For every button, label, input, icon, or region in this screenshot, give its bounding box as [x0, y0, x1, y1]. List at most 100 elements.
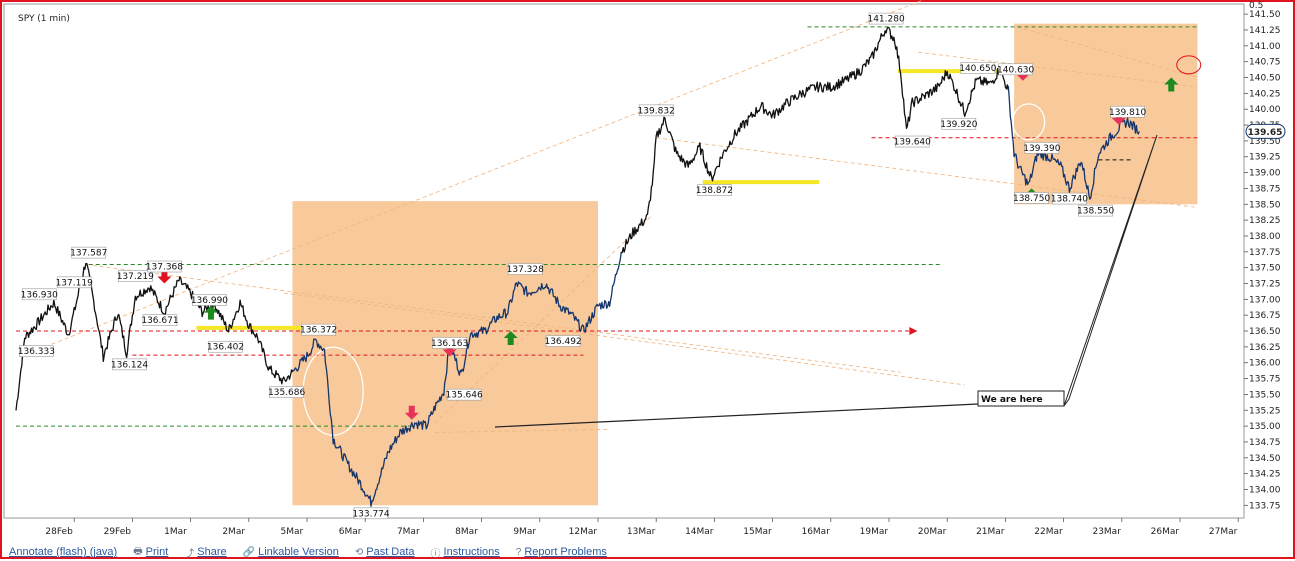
- y-tick-label: 140.25: [1249, 89, 1281, 99]
- y-tick-label: 138.50: [1249, 200, 1281, 210]
- price-label: 141.280: [867, 15, 904, 25]
- x-tick-label: 13Mar: [627, 527, 656, 537]
- y-tick-label: 140.50: [1249, 74, 1281, 84]
- y-tick-label: 139.00: [1249, 169, 1281, 179]
- callout-box: [977, 390, 1065, 407]
- x-tick-label: 26Mar: [1151, 527, 1180, 537]
- x-tick-label: 5Mar: [281, 527, 304, 537]
- annotate-link[interactable]: Annotate (flash) (java): [6, 546, 117, 558]
- price-label: 139.640: [894, 138, 931, 148]
- trendline: [918, 51, 1198, 88]
- linkable-version-link-label: Linkable Version: [258, 546, 339, 558]
- price-label-box: [71, 246, 107, 259]
- last-price-value: 139.65: [1248, 128, 1283, 138]
- x-tick-label: 15Mar: [743, 527, 772, 537]
- price-label-box: [208, 340, 243, 353]
- trendline: [434, 216, 651, 424]
- y-tick-label: 138.25: [1249, 216, 1281, 226]
- past-data-link[interactable]: ⟲ Past Data: [355, 546, 415, 558]
- x-tick-label: 1Mar: [164, 527, 187, 537]
- y-tick-label: 137.25: [1249, 279, 1281, 289]
- trendline: [85, 264, 901, 373]
- x-tick-label: 16Mar: [801, 527, 830, 537]
- y-tick-label: 138.00: [1249, 232, 1281, 242]
- price-label: 140.650: [959, 64, 996, 74]
- price-label: 138.750: [1013, 194, 1050, 204]
- x-tick-label: 22Mar: [1034, 527, 1063, 537]
- title-box: [14, 10, 88, 23]
- price-label: 139.390: [1023, 144, 1060, 154]
- price-series: [1007, 85, 1140, 200]
- price-label-box: [960, 62, 996, 74]
- price-label: 138.550: [1077, 207, 1114, 217]
- price-label: 139.810: [1109, 108, 1146, 118]
- print-link[interactable]: 🖶 Print: [133, 544, 168, 561]
- price-label: 139.920: [940, 120, 977, 130]
- help-icon: ?: [515, 546, 522, 558]
- price-label-box: [1078, 204, 1113, 217]
- price-label-box: [142, 314, 178, 326]
- price-label: 135.646: [446, 391, 483, 401]
- buy-arrow-icon: [203, 305, 218, 320]
- target-circle: [1176, 55, 1202, 75]
- trendline: [1016, 26, 1198, 78]
- price-label: 136.163: [431, 339, 468, 349]
- x-tick-label: 21Mar: [976, 527, 1005, 537]
- price-label: 138.872: [696, 186, 733, 196]
- y-tick-label: 0.5: [1249, 1, 1263, 11]
- y-tick-label: 133.75: [1249, 501, 1281, 511]
- x-tick-label: 6Mar: [339, 527, 362, 537]
- price-label-box: [192, 294, 227, 306]
- price-label-box: [118, 270, 153, 282]
- price-label-box: [147, 260, 182, 273]
- callout-leader: [494, 403, 979, 428]
- x-tick-label: 20Mar: [918, 527, 947, 537]
- price-label-box: [998, 63, 1033, 76]
- callout-pointer: [1063, 134, 1158, 407]
- price-label-box: [301, 323, 336, 336]
- annotate-link-label: Annotate (flash) (java): [9, 546, 118, 558]
- sell-arrow-icon: [1111, 111, 1126, 126]
- trendline: [283, 292, 965, 386]
- price-label: 137.219: [117, 272, 154, 282]
- share-link[interactable]: ⤴ Share: [184, 545, 226, 560]
- price-series: [621, 26, 1009, 254]
- price-label: 140.630: [997, 65, 1034, 75]
- price-label-box: [432, 337, 467, 349]
- price-label-box: [1110, 105, 1145, 118]
- y-tick-label: 134.75: [1249, 438, 1281, 448]
- x-tick-label: 27Mar: [1209, 527, 1238, 537]
- price-label: 136.402: [207, 343, 244, 353]
- y-tick-label: 136.00: [1249, 359, 1281, 369]
- x-tick-label: 8Mar: [455, 527, 478, 537]
- y-tick-label: 136.50: [1249, 327, 1281, 337]
- price-label: 137.587: [70, 249, 107, 259]
- price-label-box: [868, 12, 904, 25]
- instructions-link[interactable]: ⓘ Instructions: [431, 545, 500, 560]
- callout-text: We are here: [981, 395, 1043, 405]
- x-tick-label: 29Feb: [104, 527, 132, 537]
- shaded-zone: [1014, 23, 1198, 205]
- price-label-box: [19, 345, 54, 357]
- x-tick-label: 9Mar: [513, 527, 536, 537]
- price-label-box: [507, 263, 543, 275]
- y-tick-label: 134.50: [1249, 454, 1281, 464]
- y-tick-label: 140.75: [1249, 58, 1281, 68]
- price-label: 133.774: [352, 509, 389, 519]
- linkable-version-link[interactable]: 🔗 Linkable Version: [243, 546, 339, 558]
- report-problems-link[interactable]: ? Report Problems: [516, 546, 607, 558]
- price-label: 136.492: [544, 337, 581, 347]
- last-price-badge: [1245, 123, 1286, 139]
- price-series: [15, 262, 294, 411]
- y-tick-label: 135.50: [1249, 390, 1281, 400]
- price-series: [291, 251, 622, 507]
- price-label-box: [638, 104, 674, 117]
- price-label-box: [894, 135, 930, 148]
- price-label-box: [112, 358, 147, 371]
- y-tick-label: 134.00: [1249, 485, 1281, 495]
- price-label: 139.832: [638, 106, 675, 116]
- price-label-box: [1052, 192, 1087, 205]
- buy-arrow-icon: [1164, 77, 1179, 92]
- past-data-link-label: Past Data: [366, 546, 415, 558]
- annotation-circle: [1012, 103, 1046, 141]
